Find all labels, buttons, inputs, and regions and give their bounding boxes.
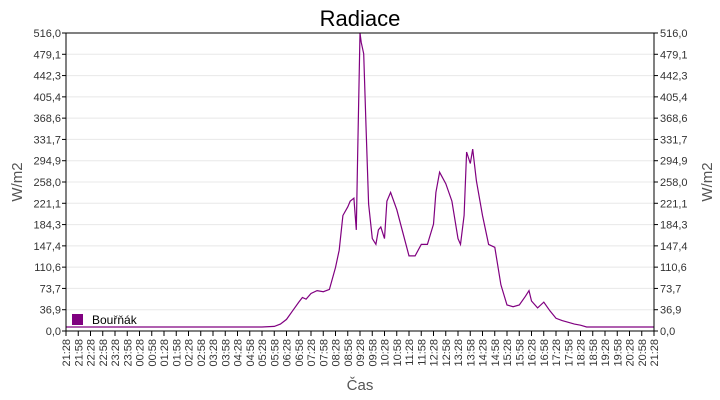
y-tick-label: 73,7 <box>40 283 61 295</box>
y-tick-label: 0,0 <box>46 326 61 338</box>
x-tick-label: 04:28 <box>233 339 245 367</box>
y-tick-label: 479,1 <box>33 49 61 61</box>
y-tick-label: 442,3 <box>660 71 688 83</box>
x-tick-label: 23:58 <box>122 339 134 367</box>
y-tick-label: 294,9 <box>33 156 61 168</box>
y-tick-label: 110,6 <box>34 262 61 274</box>
x-tick-label: 06:28 <box>282 339 294 367</box>
x-tick-label: 20:58 <box>637 339 649 367</box>
x-tick-label: 10:58 <box>392 339 404 367</box>
x-tick-label: 17:28 <box>551 339 563 367</box>
y-tick-label: 368,6 <box>33 113 61 125</box>
x-tick-label: 09:58 <box>367 339 379 367</box>
x-tick-label: 21:28 <box>649 339 661 367</box>
y-tick-label: 516,0 <box>33 28 61 40</box>
x-tick-label: 09:28 <box>355 339 367 367</box>
x-tick-label: 10:28 <box>380 339 392 367</box>
x-tick-label: 05:28 <box>257 339 269 367</box>
x-tick-label: 18:58 <box>588 339 600 367</box>
y-tick-label: 294,9 <box>660 156 688 168</box>
x-axis-label: Čas <box>347 377 374 394</box>
x-tick-label: 07:58 <box>318 339 330 367</box>
x-tick-label: 16:28 <box>527 339 539 367</box>
x-tick-label: 12:28 <box>429 339 441 367</box>
y-tick-label: 442,3 <box>33 71 61 83</box>
y-tick-label: 184,3 <box>660 220 688 232</box>
y-tick-label: 258,0 <box>660 177 688 189</box>
x-tick-label: 02:28 <box>184 339 196 367</box>
y-tick-label: 147,4 <box>33 241 61 253</box>
x-tick-label: 23:28 <box>110 339 122 367</box>
x-tick-label: 03:58 <box>220 339 232 367</box>
x-tick-label: 01:58 <box>171 339 183 367</box>
y-axis-label-left: W/m2 <box>9 162 26 201</box>
x-tick-label: 11:58 <box>416 339 428 366</box>
x-tick-label: 08:28 <box>331 339 343 367</box>
x-tick-label: 14:28 <box>478 339 490 367</box>
x-axis-ticks: 21:28 21:58 22:28 22:58 23:28 23:58 00:28 00:58… <box>61 331 661 367</box>
y-tick-label: 405,4 <box>33 92 61 104</box>
y-tick-label: 221,1 <box>660 198 688 210</box>
x-tick-label: 13:28 <box>453 339 465 367</box>
y-tick-label: 147,4 <box>660 241 688 253</box>
x-tick-label: 22:58 <box>98 339 110 367</box>
y-axis-left-ticks: 0,0 36,9 73,7 110,6 147,4 184,3 221,1 258,0 294,… <box>33 28 66 338</box>
y-tick-label: 258,0 <box>33 177 61 189</box>
x-tick-label: 15:58 <box>514 339 526 367</box>
y-axis-right-ticks: 0,0 36,9 73,7 110,6 147,4 184,3 221,1 258,0 294,… <box>654 28 688 338</box>
x-tick-label: 19:28 <box>600 339 612 367</box>
x-tick-label: 19:58 <box>612 339 624 367</box>
series-line-bourak <box>66 32 654 328</box>
y-tick-label: 516,0 <box>660 28 688 40</box>
legend-swatch <box>72 314 83 325</box>
x-tick-label: 03:28 <box>208 339 220 367</box>
x-tick-label: 14:58 <box>490 339 502 367</box>
y-axis-label-right: W/m2 <box>699 162 716 201</box>
y-tick-label: 36,9 <box>660 305 681 317</box>
x-tick-label: 12:58 <box>441 339 453 367</box>
y-tick-label: 479,1 <box>660 49 688 61</box>
x-tick-label: 08:58 <box>343 339 355 367</box>
y-tick-label: 368,6 <box>660 113 688 125</box>
x-tick-label: 18:28 <box>576 339 588 367</box>
legend: Bouřňák <box>72 313 138 327</box>
y-tick-label: 331,7 <box>33 134 61 146</box>
plot-frame <box>65 32 655 332</box>
chart-title: Radiace <box>320 6 401 31</box>
x-tick-label: 22:28 <box>86 339 98 367</box>
y-tick-label: 221,1 <box>33 198 61 210</box>
x-tick-label: 21:28 <box>61 339 73 367</box>
y-tick-label: 405,4 <box>660 92 688 104</box>
legend-label: Bouřňák <box>92 313 138 327</box>
x-tick-label: 17:58 <box>563 339 575 367</box>
x-tick-label: 00:58 <box>147 339 159 367</box>
y-tick-label: 36,9 <box>40 305 61 317</box>
x-tick-label: 06:58 <box>294 339 306 367</box>
x-tick-label: 04:58 <box>245 339 257 367</box>
x-tick-label: 11:28 <box>404 339 416 366</box>
x-tick-label: 00:28 <box>135 339 147 367</box>
y-tick-label: 0,0 <box>660 326 675 338</box>
y-tick-label: 73,7 <box>660 283 681 295</box>
y-tick-label: 110,6 <box>660 262 687 274</box>
x-tick-label: 20:28 <box>625 339 637 367</box>
x-tick-label: 07:28 <box>306 339 318 367</box>
y-tick-label: 184,3 <box>33 220 61 232</box>
y-tick-label: 331,7 <box>660 134 688 146</box>
x-tick-label: 21:58 <box>73 339 85 367</box>
x-tick-label: 13:58 <box>465 339 477 367</box>
x-tick-label: 16:58 <box>539 339 551 367</box>
x-tick-label: 15:28 <box>502 339 514 367</box>
x-tick-label: 01:28 <box>159 339 171 367</box>
grid-lines <box>66 53 654 311</box>
x-tick-label: 02:58 <box>196 339 208 367</box>
x-tick-label: 05:58 <box>269 339 281 367</box>
